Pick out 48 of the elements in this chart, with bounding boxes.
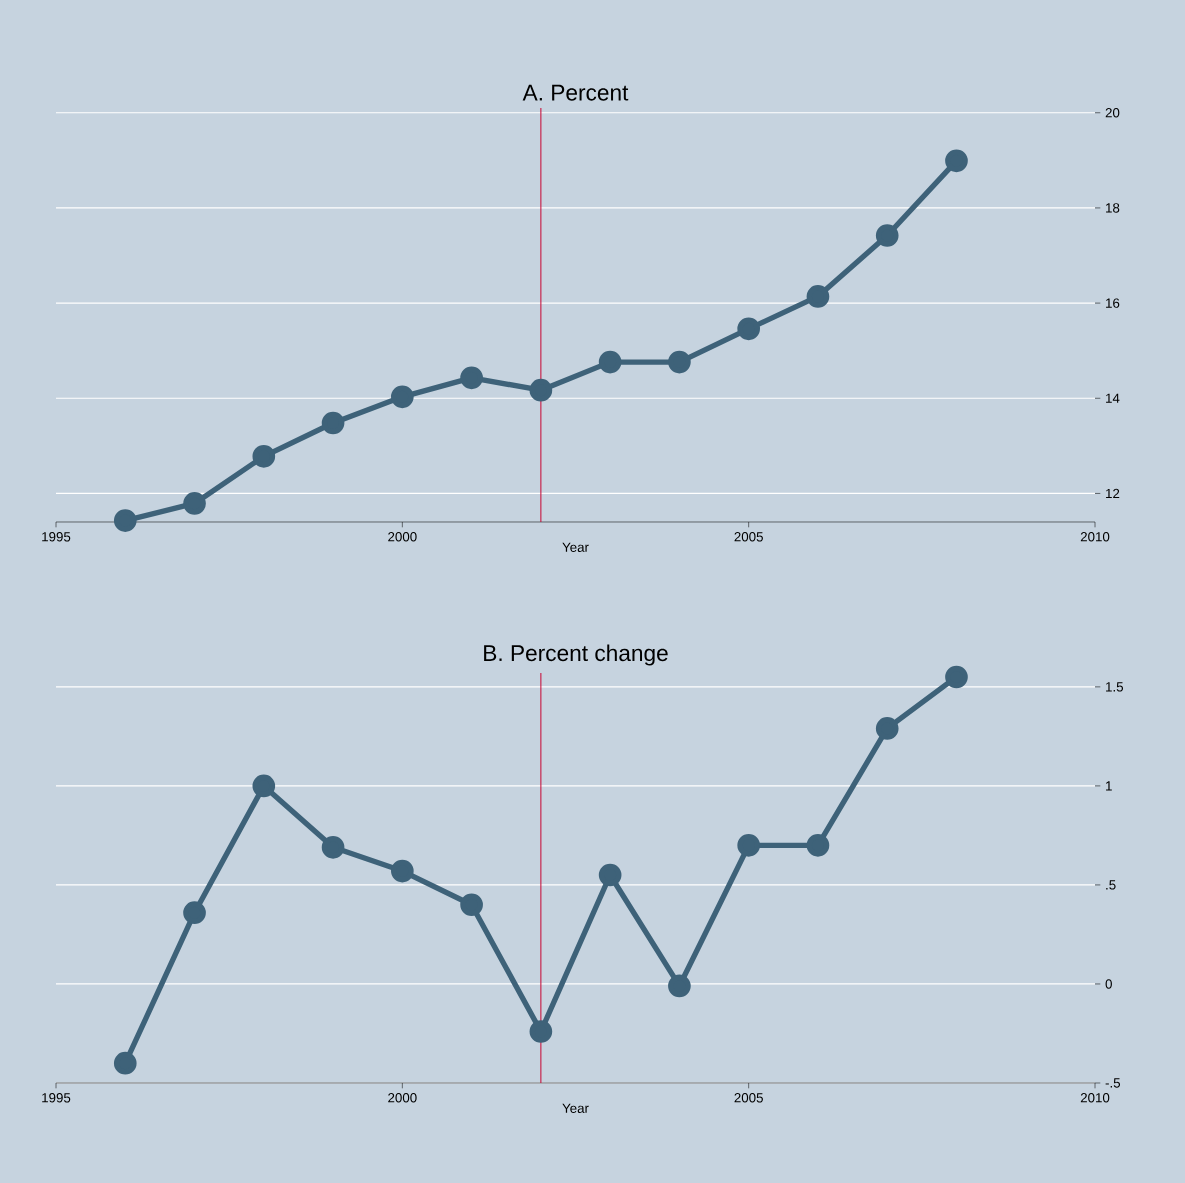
point [737,833,761,857]
x-axis-title: Year [562,1103,589,1113]
y-tick-label: 18 [1106,203,1120,213]
x-tick-label: 2005 [734,1093,763,1103]
x-tick-label: 2000 [388,532,417,542]
x-tick-label: 2000 [388,1093,417,1103]
point [252,444,276,468]
point [391,859,414,883]
y-tick-label: 0 [1105,979,1112,989]
point [737,317,761,341]
x-tick-label: 2005 [734,532,763,542]
x-tick-label: 1995 [42,532,71,542]
point [529,1020,553,1043]
y-tick-label: .5 [1106,880,1116,890]
point [321,835,345,859]
x-tick-label: 1995 [42,1093,71,1103]
point [945,665,968,689]
point [945,149,968,173]
x-tick-label: 2010 [1080,1093,1110,1103]
chart-title: B. Percent change [484,644,668,666]
point [391,385,414,409]
point [875,224,899,247]
y-tick-label: -.5 [1105,1078,1121,1088]
x-axis-title: Year [562,542,589,552]
point [598,350,622,374]
point [875,717,899,740]
y-tick-label: 1 [1106,781,1112,791]
point [668,350,691,374]
y-tick-label: 1.5 [1106,682,1124,692]
point [113,1051,137,1075]
point [598,863,622,887]
chart-title: A. Percent [522,84,629,101]
point [183,492,206,515]
point [529,378,553,402]
point [460,366,483,390]
x-tick-label: 2010 [1080,532,1110,542]
y-tick-label: 20 [1105,108,1120,118]
y-tick-label: 14 [1106,393,1120,403]
y-tick-label: 16 [1106,298,1120,308]
point [806,285,830,308]
point [321,411,345,435]
point [806,833,830,857]
y-tick-label: 12 [1106,488,1120,499]
point [113,509,137,532]
point [460,893,483,917]
point [668,974,691,998]
point [252,774,276,798]
point [183,901,206,924]
